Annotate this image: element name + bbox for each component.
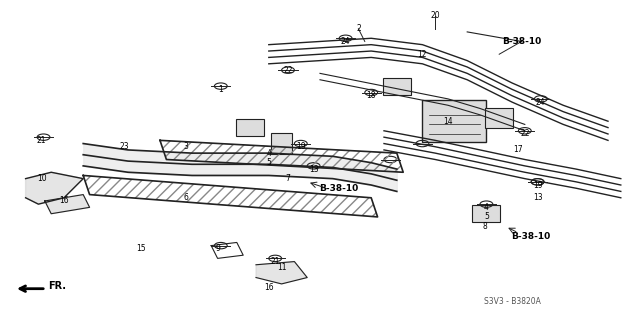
FancyBboxPatch shape (383, 78, 411, 95)
FancyBboxPatch shape (422, 100, 486, 142)
FancyBboxPatch shape (485, 108, 513, 128)
Text: 16: 16 (264, 283, 274, 292)
Text: 19: 19 (296, 142, 306, 151)
Text: 24: 24 (340, 37, 351, 46)
Text: B-38-10: B-38-10 (319, 184, 359, 193)
Text: 9: 9 (215, 244, 220, 253)
Text: 1: 1 (218, 85, 223, 94)
FancyBboxPatch shape (271, 133, 292, 154)
Polygon shape (256, 262, 307, 284)
Text: 2: 2 (356, 24, 361, 33)
Text: 18: 18 (367, 91, 376, 100)
Text: 6: 6 (183, 193, 188, 202)
FancyBboxPatch shape (472, 205, 500, 222)
Text: 17: 17 (513, 145, 524, 154)
Text: 15: 15 (136, 244, 146, 253)
Text: S3V3 - B3820A: S3V3 - B3820A (484, 297, 540, 306)
Text: 7: 7 (285, 174, 291, 183)
Text: 3: 3 (183, 142, 188, 151)
Text: 16: 16 (59, 197, 69, 205)
Text: 20: 20 (430, 11, 440, 20)
Text: 12: 12 (418, 50, 427, 59)
Text: 8: 8 (482, 222, 487, 231)
FancyBboxPatch shape (236, 119, 264, 136)
Text: 4: 4 (484, 203, 489, 212)
Text: 4: 4 (266, 149, 271, 158)
Text: 23: 23 (120, 142, 130, 151)
Text: 13: 13 (532, 193, 543, 202)
Text: 11: 11 (277, 263, 286, 272)
Text: 24: 24 (536, 98, 546, 107)
Polygon shape (45, 195, 90, 214)
Text: FR.: FR. (48, 280, 66, 291)
Text: B-38-10: B-38-10 (511, 232, 551, 241)
Text: 10: 10 (36, 174, 47, 183)
Text: 22: 22 (284, 66, 292, 75)
Text: 21: 21 (271, 257, 280, 266)
Text: 21: 21 (37, 136, 46, 145)
Text: 5: 5 (266, 158, 271, 167)
Polygon shape (26, 172, 83, 204)
Text: B-38-10: B-38-10 (502, 37, 541, 46)
Text: 22: 22 (520, 130, 529, 138)
Text: 5: 5 (484, 212, 489, 221)
Text: 13: 13 (308, 165, 319, 174)
Text: 14: 14 (443, 117, 453, 126)
Text: 19: 19 (532, 181, 543, 189)
